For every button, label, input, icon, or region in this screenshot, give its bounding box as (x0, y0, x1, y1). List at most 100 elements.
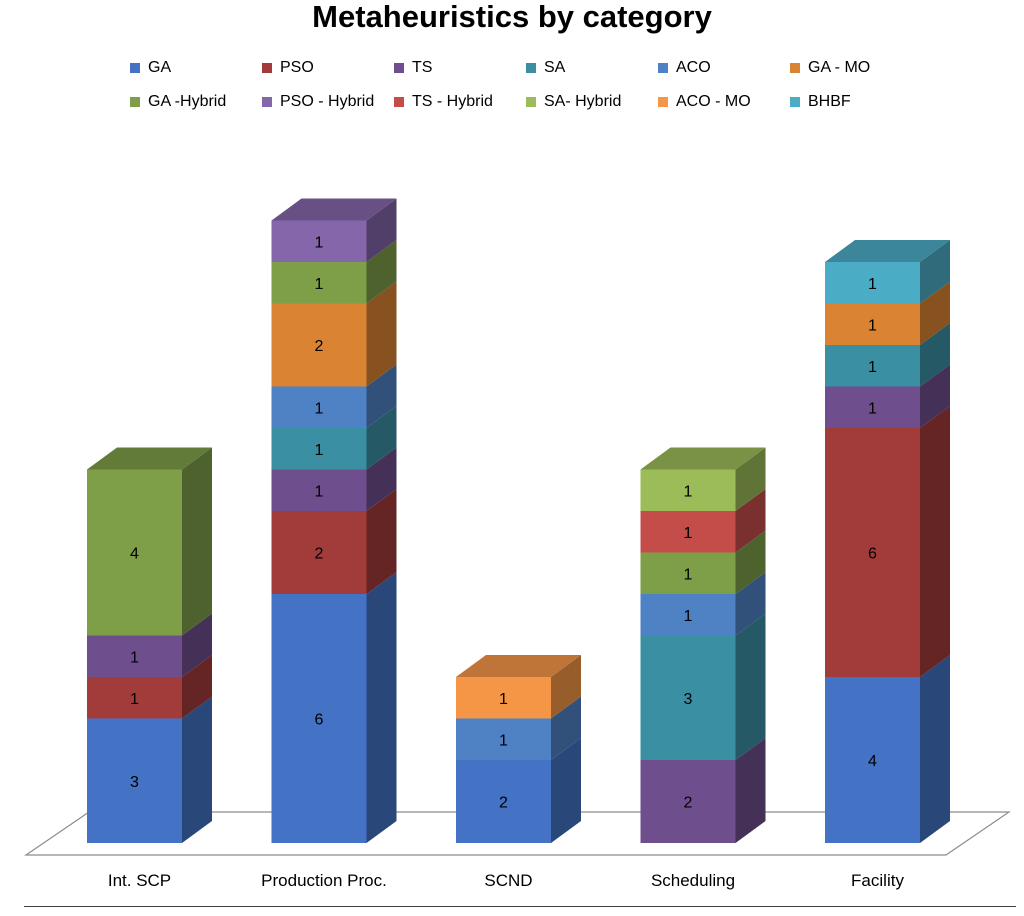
bar-side-face (920, 323, 950, 387)
legend-swatch (394, 97, 404, 107)
bar-front-face (640, 469, 736, 511)
bar-top-face (271, 198, 397, 221)
data-label: 1 (315, 442, 324, 459)
bar-segment-production-proc-ts: 1 (271, 447, 397, 511)
legend-item-ga-mo: GA - MO (790, 56, 870, 80)
data-label: 4 (130, 546, 139, 563)
data-label: 2 (684, 795, 693, 812)
bar-segment-facility-ts: 1 (825, 364, 950, 428)
bar-side-face (366, 406, 397, 470)
bar-front-face (87, 718, 182, 843)
bar-front-face (640, 594, 736, 636)
legend-item-ts-hybrid: TS - Hybrid (394, 90, 493, 114)
bar-stack-scheduling: 2 3 1 1 1 1 (640, 447, 766, 843)
bars-layer: 3 1 1 4 6 2 1 1 1 2 1 1 2 1 1 2 3 1 1 1 1 4 6 1 1 1 1 (87, 198, 950, 843)
bar-front-face (640, 511, 736, 553)
legend-item-sa: SA (526, 56, 565, 80)
bar-side-face (366, 572, 397, 843)
bar-segment-int-scp-ts: 1 (87, 613, 212, 677)
data-label: 1 (684, 483, 693, 500)
bar-front-face (825, 262, 920, 304)
legend-swatch (262, 97, 272, 107)
bar-side-face (366, 281, 397, 387)
data-label: 1 (684, 608, 693, 625)
bar-front-face (271, 428, 367, 470)
bar-front-face (456, 718, 551, 760)
bar-segment-production-proc-ga: 6 (271, 572, 397, 843)
bar-stack-scnd: 2 1 1 (456, 655, 581, 843)
bar-front-face (825, 345, 920, 387)
bar-front-face (825, 428, 920, 677)
bar-side-face (920, 281, 950, 345)
legend-item-ga: GA (130, 56, 171, 80)
bar-segment-production-proc-aco: 1 (271, 364, 397, 428)
bar-segment-scheduling-ga-hybrid: 1 (640, 530, 766, 594)
data-label: 2 (499, 795, 508, 812)
bar-side-face (366, 240, 397, 304)
bar-segment-int-scp-ga: 3 (87, 696, 212, 843)
bar-front-face (271, 594, 367, 843)
legend-item-aco-mo: ACO - MO (658, 90, 751, 114)
legend-label: BHBF (808, 93, 851, 110)
x-tick-labels: Int. SCP Production Proc. SCND Scheduling Fa… (108, 871, 905, 890)
bar-segment-facility-sa: 1 (825, 323, 950, 387)
legend-label: GA - MO (808, 59, 871, 76)
bar-top-face (825, 240, 950, 262)
legend-swatch (526, 97, 536, 107)
bar-stack-production-proc: 6 2 1 1 1 2 1 1 (271, 198, 397, 843)
bar-front-face (825, 677, 920, 843)
legend-swatch (130, 97, 140, 107)
bar-side-face (735, 738, 766, 843)
bar-segment-production-proc-ga-hybrid: 1 (271, 240, 397, 304)
bar-side-face (182, 447, 212, 636)
bar-side-face (735, 530, 766, 594)
legend-swatch (658, 97, 668, 107)
legend-swatch (790, 97, 800, 107)
bar-side-face (735, 613, 766, 760)
x-tick-label: SCND (484, 871, 532, 890)
bar-front-face (456, 760, 551, 843)
legend-label: TS - Hybrid (412, 93, 493, 110)
data-label: 1 (315, 400, 324, 417)
bar-side-face (920, 655, 950, 843)
bar-side-face (182, 655, 212, 719)
bar-front-face (87, 677, 182, 719)
bar-front-face (271, 469, 367, 511)
bar-segment-int-scp-ga-hybrid: 4 (87, 447, 212, 636)
bar-front-face (825, 386, 920, 428)
bar-segment-production-proc-sa: 1 (271, 406, 397, 470)
legend-item-bhbf: BHBF (790, 90, 851, 114)
bar-top-face (87, 447, 212, 470)
data-label: 6 (868, 546, 877, 563)
bar-segment-facility-bhbf: 1 (825, 240, 950, 304)
x-tick-label: Int. SCP (108, 871, 171, 890)
bar-front-face (640, 760, 736, 843)
x-tick-label: Scheduling (651, 871, 735, 890)
data-label: 1 (684, 566, 693, 583)
bar-segment-scheduling-sa-hybrid: 1 (640, 447, 766, 511)
data-label: 1 (315, 276, 324, 293)
bottom-divider (24, 906, 1016, 907)
bar-stack-int-scp: 3 1 1 4 (87, 447, 212, 843)
data-label: 1 (499, 732, 508, 749)
data-label: 2 (315, 546, 324, 563)
bar-side-face (920, 406, 950, 677)
bar-front-face (271, 303, 367, 387)
bar-segment-scnd-aco: 1 (456, 696, 581, 760)
bar-front-face (87, 469, 182, 636)
bar-segment-production-proc-pso: 2 (271, 489, 397, 594)
legend-label: ACO (676, 59, 711, 76)
bar-front-face (271, 262, 367, 304)
data-label: 1 (130, 691, 139, 708)
data-label: 1 (684, 525, 693, 542)
bar-front-face (87, 635, 182, 677)
bar-front-face (271, 386, 367, 428)
legend-label: GA (148, 59, 172, 76)
legend-label: PSO - Hybrid (280, 93, 375, 110)
legend-label: SA- Hybrid (544, 93, 622, 110)
legend-swatch (790, 63, 800, 73)
x-tick-label: Facility (851, 871, 904, 890)
legend-label: ACO - MO (676, 93, 751, 110)
bar-segment-scheduling-sa: 3 (640, 613, 766, 760)
